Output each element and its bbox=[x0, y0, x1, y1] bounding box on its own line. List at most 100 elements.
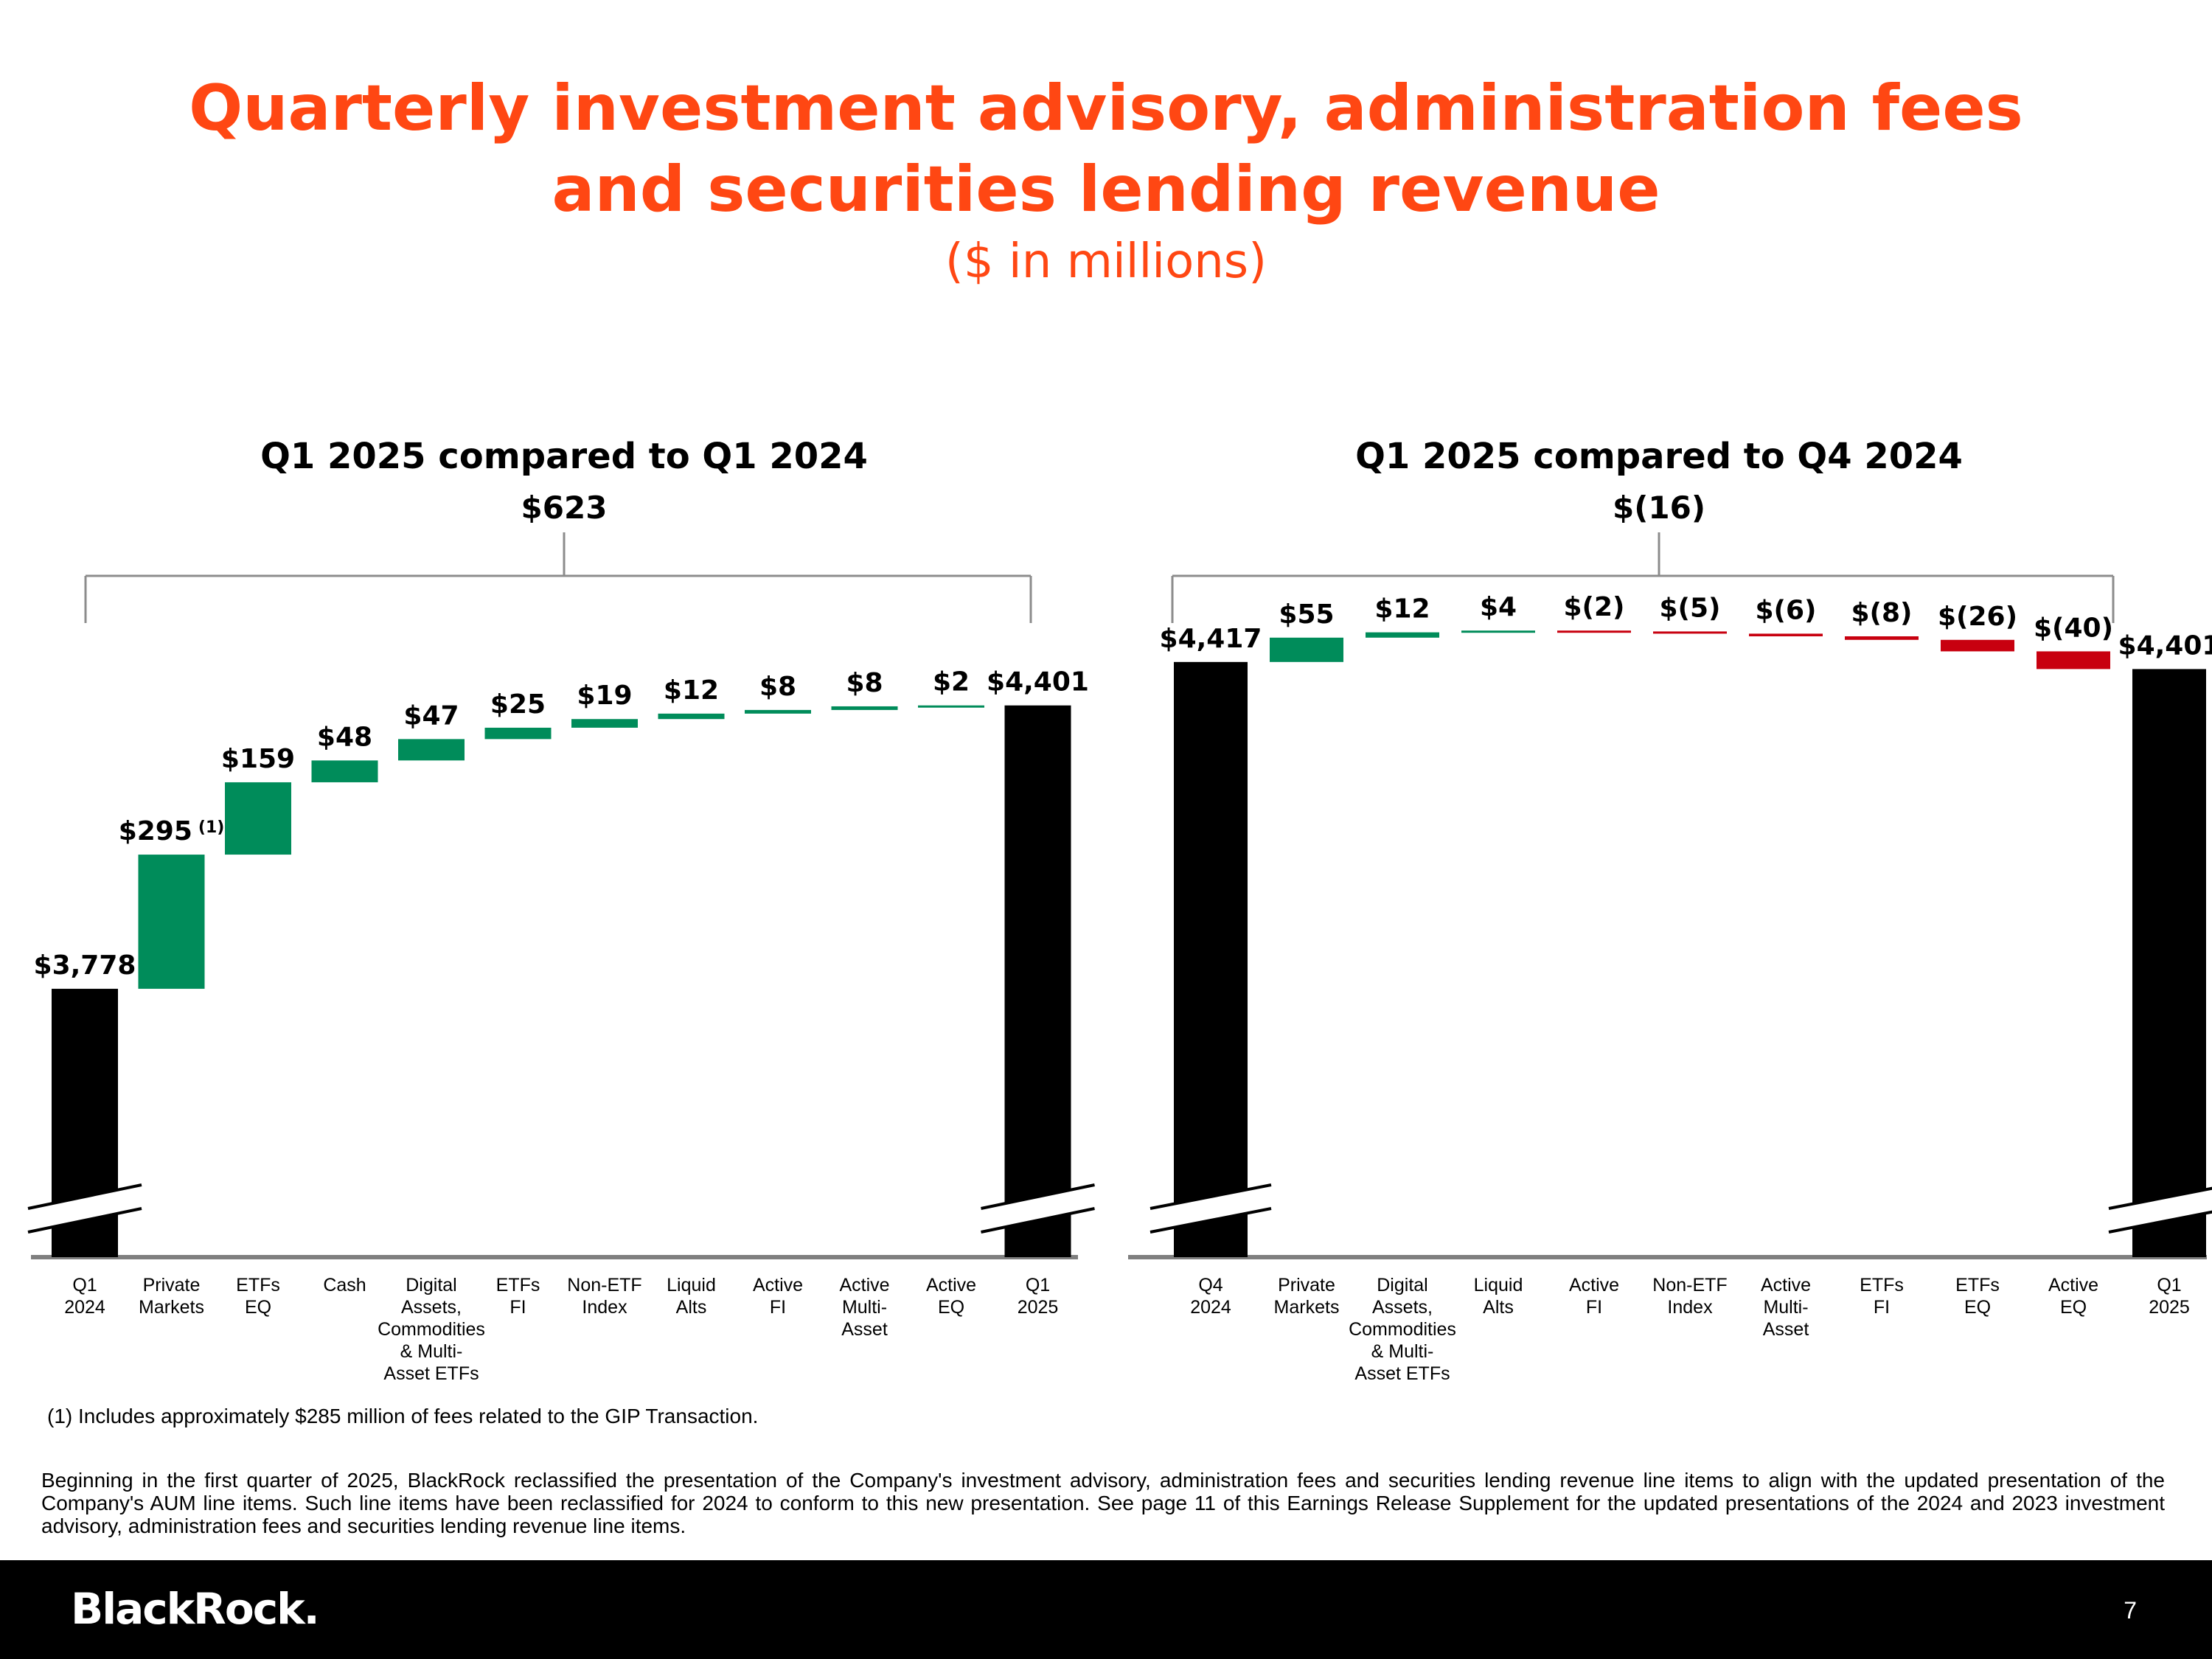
category-label-line: Index bbox=[1667, 1297, 1713, 1318]
category-label-line: FI bbox=[770, 1297, 786, 1318]
category-label-line: Non-ETF bbox=[1652, 1275, 1727, 1295]
axis-break-gap bbox=[28, 1185, 142, 1232]
axis-break-line bbox=[981, 1183, 1095, 1210]
waterfall-bar bbox=[1270, 637, 1343, 662]
value-label: $295 (1) bbox=[119, 816, 225, 846]
category-label: Digital Assets, Commodities & Multi-Asset E… bbox=[378, 1275, 485, 1384]
category-label-line: Alts bbox=[676, 1297, 707, 1318]
value-label: $55 bbox=[1279, 599, 1334, 630]
category-label: Private Markets bbox=[1274, 1275, 1340, 1318]
waterfall-bar bbox=[918, 705, 984, 708]
page-title-line-1: Quarterly investment advisory, administr… bbox=[189, 72, 2023, 145]
value-label: $47 bbox=[403, 700, 459, 731]
waterfall-bar bbox=[1653, 631, 1727, 634]
category-label-line: Q1 bbox=[72, 1275, 97, 1295]
footnote: (1) Includes approximately $285 million … bbox=[47, 1405, 759, 1427]
waterfall-chart-2: Q1 2025 compared to Q4 2024 $(16) $4,417 Q4… bbox=[1128, 436, 2212, 1384]
category-label-line: ETFs bbox=[496, 1275, 540, 1295]
value-label: $12 bbox=[1374, 594, 1430, 625]
page-subtitle: ($ in millions) bbox=[945, 234, 1267, 289]
value-label: $(2) bbox=[1563, 592, 1624, 622]
category-label-line: Multi- bbox=[1763, 1297, 1808, 1318]
axis-break-line bbox=[27, 1183, 142, 1210]
category-label: Q1 2025 bbox=[1018, 1275, 1059, 1318]
axis-break-line bbox=[1150, 1183, 1272, 1210]
category-label: Active Multi-Asset bbox=[839, 1275, 889, 1340]
category-label-line: Active bbox=[839, 1275, 889, 1295]
value-label: $3,778 bbox=[34, 950, 136, 981]
category-label-line: Commodities bbox=[1349, 1319, 1456, 1340]
waterfall-bar bbox=[1941, 639, 2014, 652]
category-label-line: Q1 bbox=[2157, 1275, 2181, 1295]
category-label-line: ETFs bbox=[1955, 1275, 2000, 1295]
value-label: $19 bbox=[577, 681, 632, 711]
waterfall-bar bbox=[311, 760, 378, 782]
axis-break-gap bbox=[981, 1185, 1095, 1232]
footer-bar: BlackRock. 7 bbox=[0, 1560, 2212, 1659]
category-label-line: FI bbox=[1586, 1297, 1602, 1318]
value-label: $4,401 bbox=[987, 667, 1089, 698]
category-label-line: Q1 bbox=[1026, 1275, 1050, 1295]
waterfall-bar bbox=[1749, 633, 1823, 636]
category-label-line: Liquid bbox=[667, 1275, 716, 1295]
axis-break-line bbox=[27, 1207, 142, 1234]
category-label-line: Assets, bbox=[401, 1297, 462, 1318]
category-label-line: FI bbox=[1874, 1297, 1890, 1318]
category-label: Non-ETF Index bbox=[1652, 1275, 1727, 1318]
category-label-line: ETFs bbox=[1860, 1275, 1904, 1295]
disclaimer-text: Beginning in the first quarter of 2025, … bbox=[41, 1469, 2165, 1537]
category-label-line: Digital bbox=[1377, 1275, 1427, 1295]
category-label-line: Asset ETFs bbox=[1354, 1363, 1450, 1384]
category-label-line: 2024 bbox=[1190, 1297, 1231, 1318]
category-label: ETFs EQ bbox=[236, 1275, 280, 1318]
category-label-line: EQ bbox=[2060, 1297, 2087, 1318]
category-label-line: Q4 bbox=[1198, 1275, 1222, 1295]
category-label: Active EQ bbox=[2048, 1275, 2098, 1318]
category-label-line: Asset bbox=[1763, 1319, 1809, 1340]
category-label-line: Commodities bbox=[378, 1319, 485, 1340]
waterfall-bar bbox=[2132, 669, 2206, 1257]
category-label-line: Index bbox=[582, 1297, 627, 1318]
chart-title: Q1 2025 compared to Q4 2024 bbox=[1355, 436, 1963, 477]
page-number: 7 bbox=[2124, 1597, 2137, 1624]
value-label: $2 bbox=[933, 667, 970, 698]
category-label-line: Multi- bbox=[842, 1297, 887, 1318]
category-label: Cash bbox=[323, 1275, 366, 1295]
category-label: Q1 2025 bbox=[2149, 1275, 2190, 1318]
category-label: ETFs FI bbox=[1860, 1275, 1904, 1318]
value-label: $8 bbox=[846, 668, 883, 698]
category-label-line: & Multi- bbox=[1371, 1341, 1434, 1362]
blackrock-logo: BlackRock. bbox=[71, 1584, 320, 1634]
waterfall-bar bbox=[484, 727, 552, 740]
waterfall-bar bbox=[398, 739, 465, 761]
category-label: Private Markets bbox=[139, 1275, 204, 1318]
category-label: Active EQ bbox=[926, 1275, 976, 1318]
axis-break-line bbox=[1150, 1207, 1272, 1234]
category-label-line: EQ bbox=[1964, 1297, 1991, 1318]
axis-break-line bbox=[2108, 1210, 2212, 1234]
waterfall-bar bbox=[831, 706, 898, 710]
category-label-line: Assets, bbox=[1372, 1297, 1433, 1318]
value-label: $(5) bbox=[1659, 593, 1720, 623]
category-label: Active FI bbox=[1569, 1275, 1619, 1318]
category-label-line: Digital bbox=[406, 1275, 456, 1295]
category-label-line: EQ bbox=[938, 1297, 964, 1318]
category-label-line: ETFs bbox=[236, 1275, 280, 1295]
axis-break-line bbox=[981, 1207, 1095, 1234]
category-label-line: 2025 bbox=[1018, 1297, 1059, 1318]
waterfall-bar bbox=[1174, 661, 1248, 1257]
value-label: $(6) bbox=[1755, 595, 1816, 625]
page-title: Quarterly investment advisory, administr… bbox=[0, 68, 2212, 230]
category-label-line: Active bbox=[1569, 1275, 1619, 1295]
waterfall-bar bbox=[571, 719, 638, 728]
category-label-line: 2025 bbox=[2149, 1297, 2190, 1318]
category-label: Liquid Alts bbox=[1474, 1275, 1523, 1318]
category-label: Active Multi-Asset bbox=[1761, 1275, 1811, 1340]
waterfall-bar bbox=[745, 709, 811, 714]
category-label-line: Private bbox=[143, 1275, 201, 1295]
category-label-line: Active bbox=[926, 1275, 976, 1295]
category-label-line: Liquid bbox=[1474, 1275, 1523, 1295]
value-label: $8 bbox=[759, 672, 796, 702]
waterfall-bar bbox=[1004, 705, 1071, 1257]
